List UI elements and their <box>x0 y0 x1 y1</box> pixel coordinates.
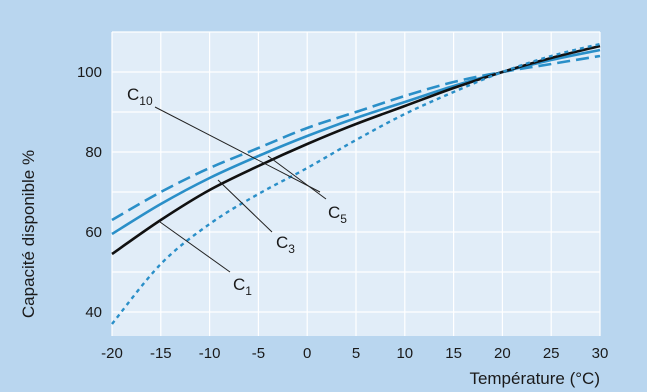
x-tick-label: -5 <box>252 345 265 362</box>
x-tick-label: -20 <box>101 345 123 362</box>
x-tick-label: 10 <box>396 345 413 362</box>
x-axis-label: Température (°C) <box>469 369 600 388</box>
curve-label-c5: C5 <box>328 203 347 226</box>
curve-label-main: C <box>127 85 139 104</box>
x-tick-label: 0 <box>303 345 311 362</box>
x-tick-label: 30 <box>592 345 609 362</box>
curve-label-main: C <box>276 233 288 252</box>
x-tick-label: 15 <box>445 345 462 362</box>
series-line-c10 <box>111 54 601 222</box>
x-tick-label: 20 <box>494 345 511 362</box>
curve-label-main: C <box>328 203 340 222</box>
x-tick-labels: -20 -15 -10 -5 0 5 10 15 20 25 30 <box>101 345 608 362</box>
x-tick-label: 25 <box>543 345 560 362</box>
y-tick-label: 40 <box>85 304 102 321</box>
leader-line-c1 <box>159 221 231 273</box>
x-tick-label: 5 <box>352 345 360 362</box>
curve-label-main: C <box>233 275 245 294</box>
y-tick-labels: 40 60 80 100 <box>77 64 102 321</box>
y-tick-label: 100 <box>77 64 102 81</box>
curve-label-c3: C3 <box>276 233 295 256</box>
series-layer <box>111 42 601 325</box>
y-axis-label: Capacité disponible % <box>19 150 38 318</box>
x-tick-label: -15 <box>150 345 172 362</box>
series-line-c3 <box>111 44 601 256</box>
curve-label-c10: C10 <box>127 85 153 108</box>
curve-label-subscript: 3 <box>288 242 295 256</box>
y-tick-label: 80 <box>85 144 102 161</box>
curve-label-c1: C1 <box>233 275 252 298</box>
leader-line-c3 <box>217 179 273 233</box>
curve-label-subscript: 5 <box>340 212 347 226</box>
leader-line-c10 <box>154 106 321 193</box>
x-tick-label: -10 <box>199 345 221 362</box>
annotation-leaders <box>154 106 327 273</box>
curve-label-subscript: 10 <box>139 94 153 108</box>
curve-label-subscript: 1 <box>245 284 252 298</box>
y-tick-label: 60 <box>85 224 102 241</box>
leader-line-c5 <box>267 155 327 200</box>
